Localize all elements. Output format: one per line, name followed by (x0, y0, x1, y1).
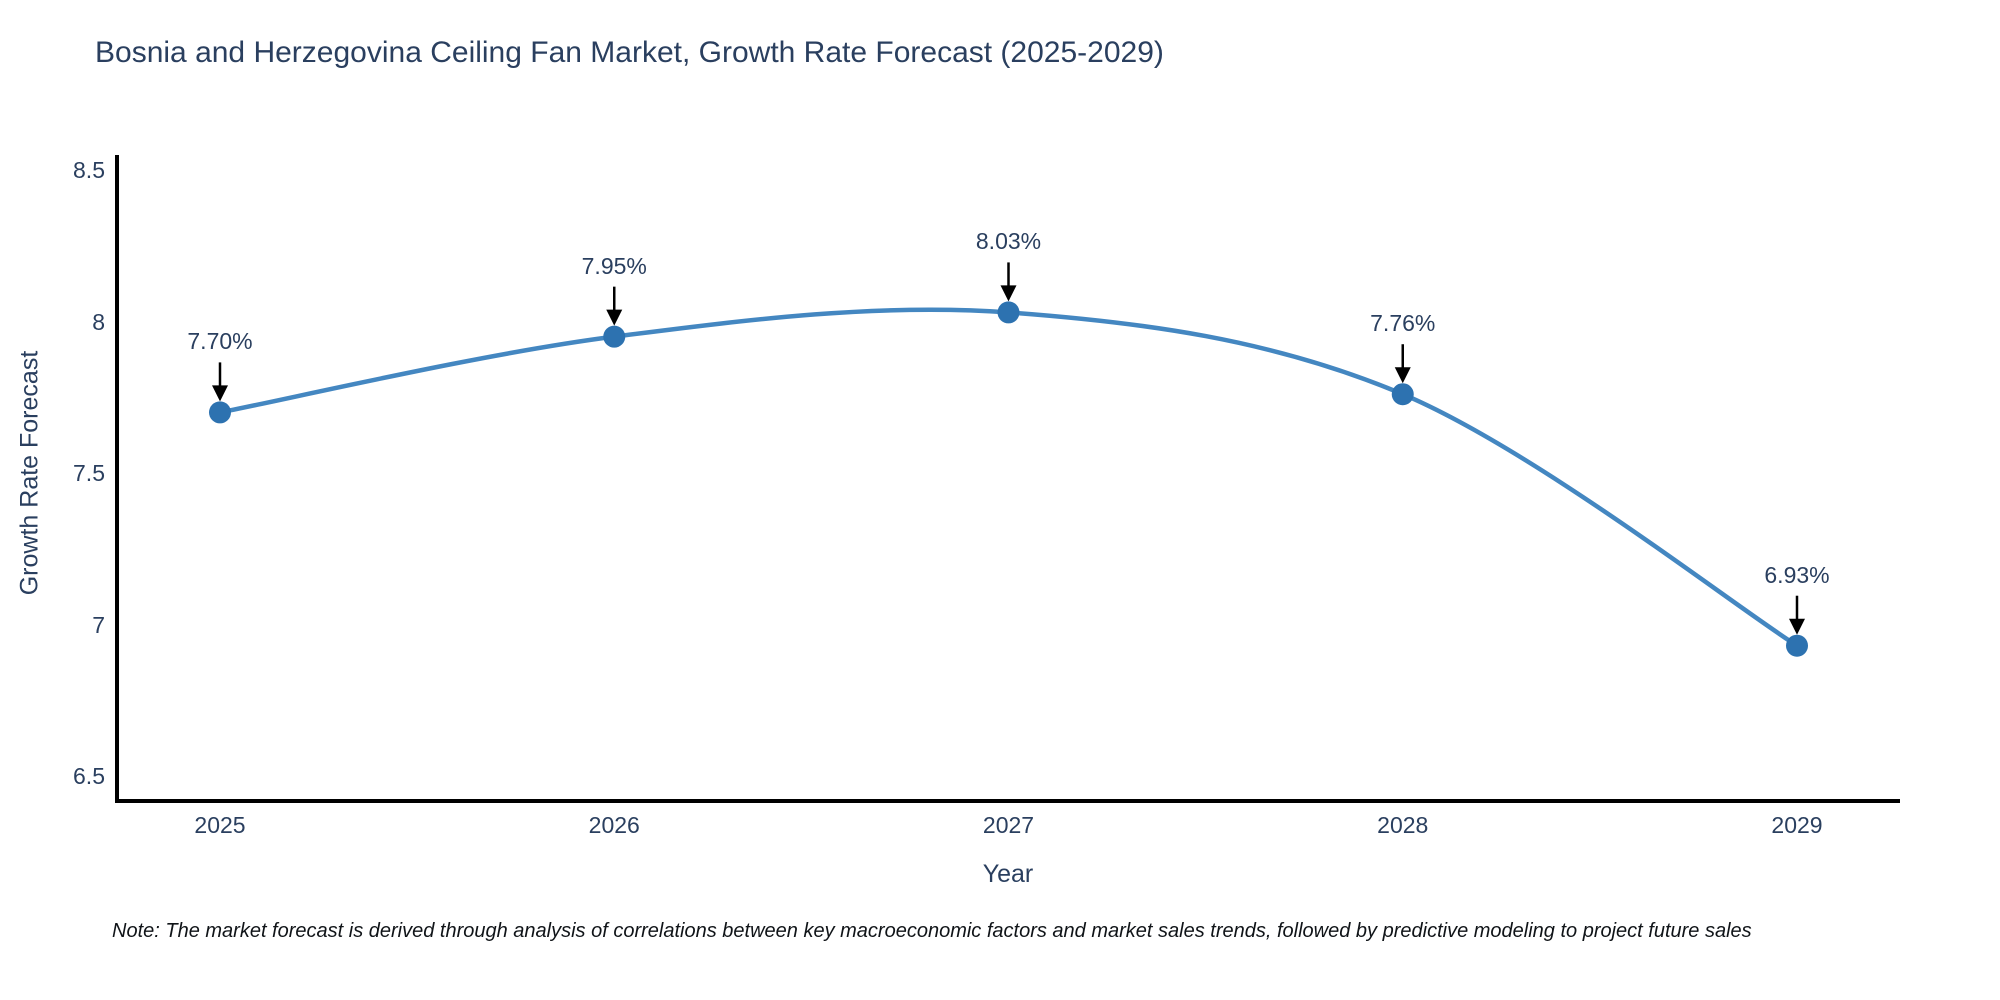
data-point-2028[interactable] (1391, 383, 1414, 406)
y-tick-label: 6.5 (73, 763, 105, 789)
annotation-arrowhead (1789, 618, 1805, 635)
trend-line (217, 307, 1800, 648)
y-tick-label: 7.5 (73, 460, 105, 486)
point-annotation: 8.03% (975, 228, 1042, 255)
point-annotation: 6.93% (1764, 561, 1830, 588)
x-axis-title: Year (982, 860, 1034, 888)
chart-title: Bosnia and Herzegovina Ceiling Fan Marke… (95, 36, 1164, 69)
data-point-2027[interactable] (997, 301, 1020, 324)
annotation-arrowhead (212, 385, 228, 402)
x-tick-label: 2029 (1771, 812, 1823, 838)
data-point-2026[interactable] (603, 325, 626, 348)
point-annotation: 7.70% (187, 328, 253, 355)
x-tick-label: 2025 (194, 812, 246, 838)
x-tick-label: 2026 (588, 812, 640, 838)
data-point-2029[interactable] (1786, 634, 1808, 657)
point-annotation: 7.95% (581, 252, 647, 279)
footnote: Note: The market forecast is derived thr… (112, 920, 1752, 942)
x-tick-label: 2028 (1377, 812, 1429, 838)
x-tick-label: 2027 (982, 812, 1035, 838)
data-point-2025[interactable] (209, 401, 231, 424)
y-tick-label: 8 (92, 308, 105, 335)
annotation-arrowhead (1394, 367, 1411, 384)
annotation-arrowhead (1000, 285, 1017, 302)
annotation-arrowhead (606, 309, 623, 326)
point-annotation: 7.76% (1370, 310, 1436, 337)
y-tick-label: 8.5 (73, 157, 105, 183)
y-tick-label: 7 (92, 611, 105, 638)
